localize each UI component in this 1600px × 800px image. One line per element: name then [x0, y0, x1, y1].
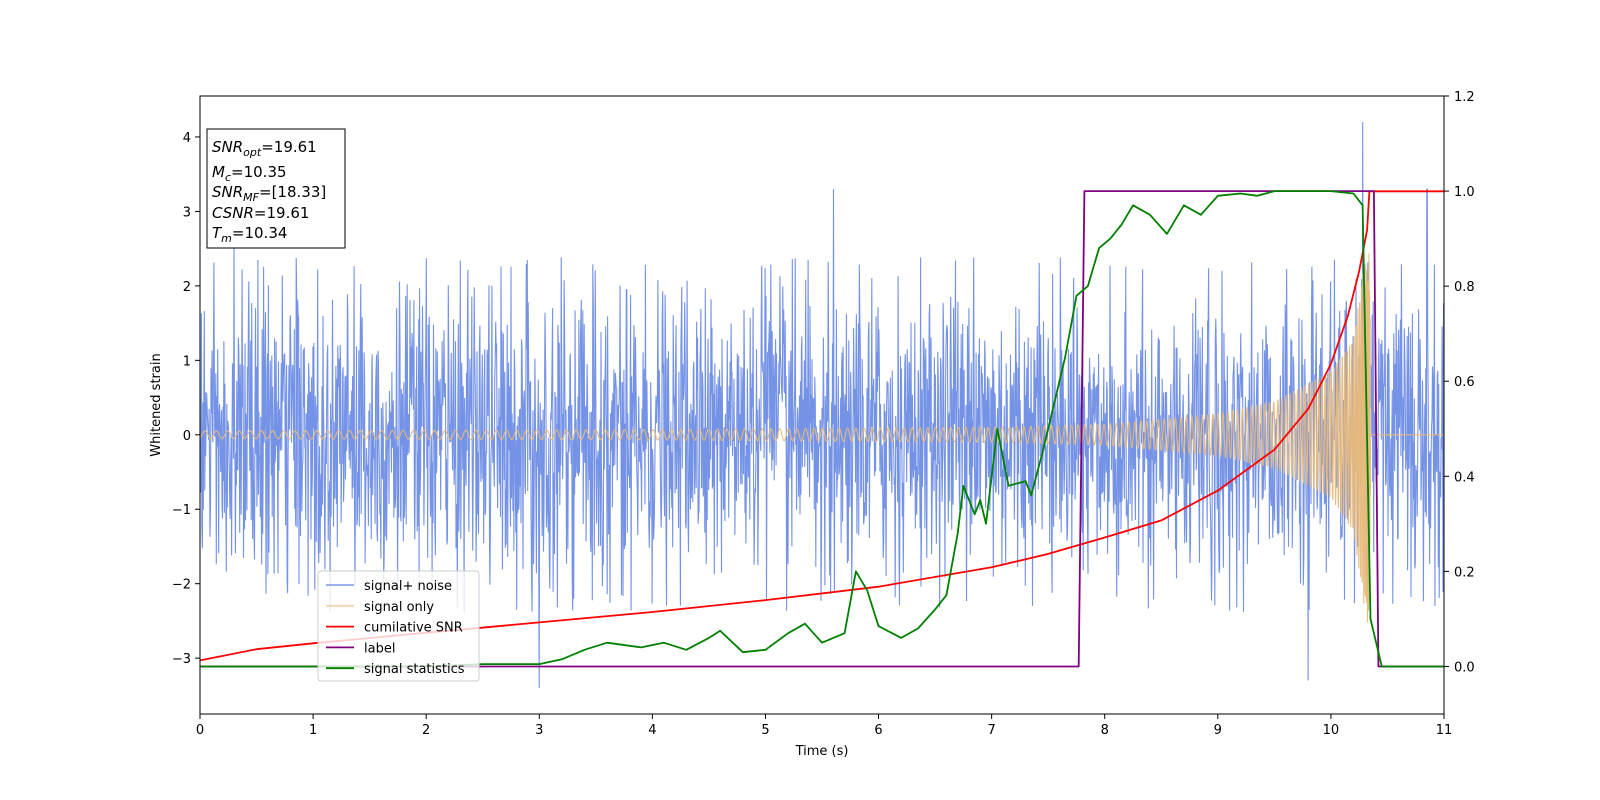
x-tick-label: 0 — [196, 723, 204, 738]
legend-label: signal statistics — [364, 662, 465, 677]
info-box-line: SNRopt=19.61 — [212, 138, 317, 159]
x-tick-label: 2 — [422, 723, 430, 738]
y2-tick-label: 1.0 — [1454, 185, 1475, 200]
legend-frame — [317, 570, 480, 682]
y-tick-label: −1 — [172, 503, 191, 518]
y-tick-label: 2 — [183, 280, 191, 295]
x-tick-label: 7 — [987, 723, 995, 738]
y2-tick-label: 0.4 — [1454, 470, 1475, 485]
y2-tick-label: 0.0 — [1454, 660, 1475, 675]
x-tick-label: 9 — [1214, 723, 1222, 738]
y-tick-label: 1 — [183, 354, 191, 369]
y-tick-label: −3 — [172, 652, 191, 667]
info-box-line: SNRMF=[18.33] — [212, 183, 326, 204]
signal-only-line — [200, 253, 1444, 623]
legend: signal+ noise signal only cumilative SNR la… — [317, 570, 480, 682]
series-signal-only — [200, 253, 1444, 623]
y-tick-label: 0 — [183, 429, 191, 444]
x-tick-label: 4 — [648, 723, 656, 738]
y-axis-ticks: −3 −2 −1 0 1 2 3 4 — [172, 131, 200, 667]
info-box-frame — [206, 128, 346, 249]
y-axis-label: Whitened strain — [149, 353, 164, 456]
legend-label: signal only — [364, 600, 434, 615]
y2-tick-label: 0.2 — [1454, 565, 1475, 580]
legend-label: label — [364, 641, 395, 656]
y-tick-label: 3 — [183, 205, 191, 220]
x-tick-label: 11 — [1436, 723, 1453, 738]
x-axis-label: Time (s) — [795, 744, 849, 759]
y2-tick-label: 1.2 — [1454, 90, 1475, 105]
legend-label: cumilative SNR — [364, 621, 463, 636]
series-signal-noise — [200, 122, 1444, 688]
y2-tick-label: 0.6 — [1454, 375, 1475, 390]
x-tick-label: 1 — [309, 723, 317, 738]
info-box: SNRopt=19.61 Mc=10.35SNRMF=[18.33]CSNR=19… — [206, 128, 346, 249]
info-box-line: Tm=10.34 — [212, 224, 287, 245]
x-tick-label: 8 — [1101, 723, 1109, 738]
x-tick-label: 10 — [1323, 723, 1340, 738]
legend-label: signal+ noise — [364, 579, 452, 594]
info-box-line: CSNR=19.61 — [212, 204, 309, 222]
y-tick-label: −2 — [172, 578, 191, 593]
x-tick-label: 3 — [535, 723, 543, 738]
x-tick-label: 6 — [874, 723, 882, 738]
y2-axis-ticks: 0.0 0.2 0.4 0.6 0.8 1.0 1.2 — [1444, 90, 1475, 675]
signal-statistics-line — [200, 190, 1444, 668]
signal-noise-line — [200, 122, 1444, 688]
plot-frame — [199, 95, 1445, 715]
info-box-line: Mc=10.35 — [212, 163, 287, 184]
x-tick-label: 5 — [761, 723, 769, 738]
y2-tick-label: 0.8 — [1454, 280, 1475, 295]
x-axis-ticks: 0 1 2 3 4 5 6 7 8 9 10 11 — [196, 714, 1452, 738]
y-tick-label: 4 — [183, 131, 191, 146]
